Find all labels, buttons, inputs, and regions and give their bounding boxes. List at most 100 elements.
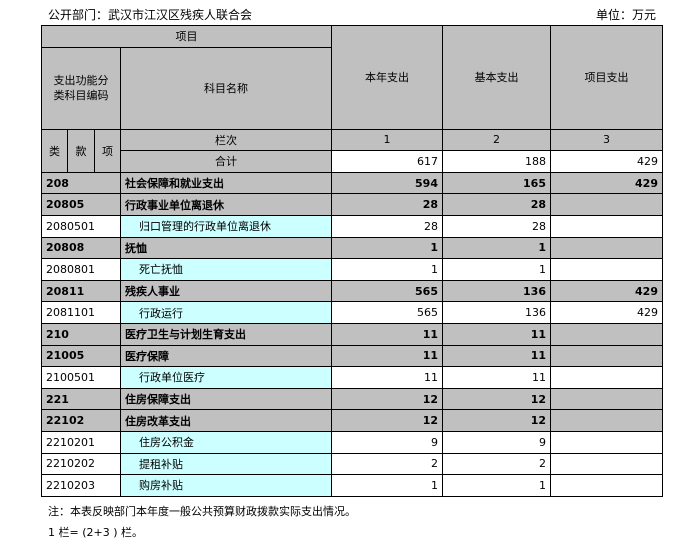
row-project [550,409,663,432]
row-basic: 136 [442,301,551,324]
row-name: 行政单位医疗 [120,366,332,389]
header-lei: 类 [41,128,68,173]
row-code: 210 [41,322,121,346]
row-this-year: 11 [331,322,443,346]
note-2: 1 栏= (2+3 ) 栏。 [48,526,143,539]
row-this-year: 2 [331,452,443,476]
row-code: 22102 [41,409,121,432]
row-this-year: 28 [331,214,443,238]
col-num-3: 3 [550,128,663,152]
table-row: 2080801 死亡抚恤 1 1 [41,258,663,281]
row-project [550,430,663,454]
row-code: 2080801 [41,258,121,281]
row-basic: 28 [442,193,551,216]
header-kuan: 款 [67,128,95,173]
row-this-year: 9 [331,430,443,454]
row-project: 429 [550,171,663,195]
header-project: 项目 [41,25,332,48]
row-name: 归口管理的行政单位离退休 [120,214,332,238]
row-project [550,452,663,476]
total-c2: 188 [442,150,551,173]
row-name: 住房保障支出 [120,387,332,411]
row-code: 20811 [41,279,121,303]
row-this-year: 594 [331,171,443,195]
row-basic: 136 [442,279,551,303]
row-name: 抚恤 [120,236,332,260]
table-row: 21005 医疗保障 11 11 [41,344,663,368]
row-name: 行政事业单位离退休 [120,193,332,216]
row-code: 2100501 [41,366,121,389]
row-this-year: 11 [331,344,443,368]
row-basic: 1 [442,258,551,281]
unit-label: 单位：万元 [595,8,656,22]
row-basic: 165 [442,171,551,195]
row-code: 2210201 [41,430,121,454]
col-num-1: 1 [331,128,443,152]
department-label: 公开部门：武汉市江汉区残疾人联合会 [48,8,253,22]
table-row: 22102 住房改革支出 12 12 [41,409,663,432]
row-code: 2081101 [41,301,121,324]
table-row: 208 社会保障和就业支出 594 165 429 [41,171,663,195]
row-project [550,366,663,389]
row-basic: 2 [442,452,551,476]
row-project [550,214,663,238]
header-lanci: 栏次 [120,128,332,152]
row-this-year: 12 [331,387,443,411]
table-row: 210 医疗卫生与计划生育支出 11 11 [41,322,663,346]
table-row: 2081101 行政运行 565 136 429 [41,301,663,324]
row-project: 429 [550,279,663,303]
row-code: 221 [41,387,121,411]
total-c3: 429 [550,150,663,173]
row-project [550,387,663,411]
row-code: 2210203 [41,474,121,497]
row-project [550,474,663,497]
row-name: 住房公积金 [120,430,332,454]
row-name: 行政运行 [120,301,332,324]
row-project [550,258,663,281]
table-row: 2080501 归口管理的行政单位离退休 28 28 [41,214,663,238]
header-this-year: 本年支出 [331,25,443,130]
row-name: 医疗保障 [120,344,332,368]
row-code: 2080501 [41,214,121,238]
table-row: 20805 行政事业单位离退休 28 28 [41,193,663,216]
expenditure-table: 项目 本年支出 基本支出 项目支出 支出功能分类科目编码 科目名称 类 款 项 … [41,25,663,497]
row-code: 208 [41,171,121,195]
total-c1: 617 [331,150,443,173]
row-name: 残疾人事业 [120,279,332,303]
row-basic: 28 [442,214,551,238]
table-row: 2210201 住房公积金 9 9 [41,430,663,454]
row-project [550,322,663,346]
header-basic: 基本支出 [442,25,551,130]
row-basic: 12 [442,409,551,432]
row-basic: 1 [442,474,551,497]
row-name: 医疗卫生与计划生育支出 [120,322,332,346]
row-project [550,236,663,260]
row-project [550,344,663,368]
table-row: 20811 残疾人事业 565 136 429 [41,279,663,303]
table-row: 221 住房保障支出 12 12 [41,387,663,411]
header-name: 科目名称 [120,46,332,130]
row-name: 住房改革支出 [120,409,332,432]
row-this-year: 565 [331,301,443,324]
note-1: 注：本表反映部门本年度一般公共预算财政拨款实际支出情况。 [48,505,356,518]
table-row: 2100501 行政单位医疗 11 11 [41,366,663,389]
row-basic: 1 [442,236,551,260]
table-row: 2210202 提租补贴 2 2 [41,452,663,476]
row-basic: 9 [442,430,551,454]
row-name: 提租补贴 [120,452,332,476]
row-project [550,193,663,216]
row-this-year: 1 [331,236,443,260]
row-this-year: 12 [331,409,443,432]
header-xiang: 项 [94,128,121,173]
row-code: 21005 [41,344,121,368]
row-code: 2210202 [41,452,121,476]
row-this-year: 28 [331,193,443,216]
row-this-year: 565 [331,279,443,303]
table-row: 2210203 购房补贴 1 1 [41,474,663,497]
row-this-year: 11 [331,366,443,389]
row-code: 20805 [41,193,121,216]
row-this-year: 1 [331,474,443,497]
row-basic: 12 [442,387,551,411]
row-name: 购房补贴 [120,474,332,497]
col-num-2: 2 [442,128,551,152]
